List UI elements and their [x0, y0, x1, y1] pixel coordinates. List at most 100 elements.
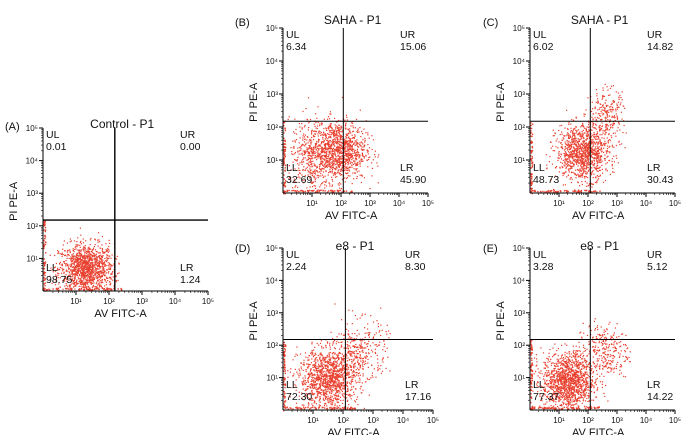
scatter-point [337, 150, 339, 152]
scatter-point [95, 257, 97, 259]
scatter-point [320, 153, 322, 155]
scatter-point [607, 155, 609, 157]
scatter-point [564, 162, 566, 164]
scatter-point [76, 241, 78, 243]
scatter-point [597, 142, 599, 144]
scatter-point [76, 255, 78, 257]
scatter-point [368, 158, 370, 161]
scatter-point [102, 274, 105, 276]
flow-panel: (D) e8 - P110¹10¹10²10²10³10³10⁴10⁴10⁵10⁵… [235, 239, 439, 435]
scatter-point [354, 160, 356, 162]
scatter-point [314, 171, 316, 173]
scatter-point [308, 148, 310, 150]
scatter-point [103, 271, 105, 274]
scatter-point [315, 165, 317, 167]
scatter-point [596, 152, 598, 154]
scatter-point [77, 255, 79, 257]
scatter-point [588, 141, 590, 144]
scatter-point [92, 280, 94, 282]
scatter-point [599, 169, 601, 172]
scatter-point [74, 268, 76, 271]
scatter-point [65, 283, 67, 285]
scatter-point [583, 160, 585, 162]
scatter-point [356, 171, 358, 173]
scatter-point [314, 143, 317, 145]
scatter-point [43, 224, 46, 226]
scatter-point [349, 145, 351, 147]
scatter-point [587, 134, 589, 136]
scatter-point [82, 283, 84, 285]
scatter-point [99, 277, 101, 279]
scatter-point [69, 274, 71, 276]
scatter-point [568, 152, 571, 154]
x-tick-label: 10² [335, 199, 347, 208]
scatter-point [347, 128, 349, 130]
scatter-point [316, 190, 318, 192]
scatter-point [607, 139, 609, 141]
scatter-point [566, 158, 568, 160]
scatter-point [102, 281, 104, 284]
scatter-point [356, 139, 358, 141]
scatter-point [615, 91, 617, 93]
scatter-point [306, 187, 308, 189]
scatter-point [316, 167, 318, 169]
scatter-point [616, 106, 618, 109]
scatter-point [308, 127, 310, 129]
scatter-point [592, 170, 594, 172]
scatter-point [319, 133, 321, 135]
scatter-point [44, 288, 46, 290]
scatter-point [580, 166, 582, 168]
scatter-point [362, 154, 364, 156]
scatter-point [558, 154, 560, 156]
scatter-point [578, 154, 580, 156]
scatter-point [568, 169, 570, 172]
scatter-point [355, 369, 357, 371]
scatter-point [308, 404, 310, 406]
scatter-point [298, 164, 300, 166]
scatter-point [359, 143, 361, 146]
scatter-point [611, 123, 613, 125]
scatter-point [566, 134, 568, 136]
scatter-point [354, 158, 356, 160]
scatter-point [611, 108, 613, 110]
scatter-point [301, 190, 304, 192]
scatter-point [326, 161, 328, 163]
scatter-point [321, 141, 323, 143]
scatter-point [582, 135, 584, 137]
scatter-point [337, 146, 339, 148]
scatter-point [346, 119, 348, 121]
scatter-point [341, 174, 343, 176]
scatter-point [72, 269, 74, 271]
scatter-point [305, 142, 307, 144]
scatter-point [82, 285, 84, 287]
scatter-point [340, 174, 342, 176]
scatter-point [374, 156, 376, 158]
scatter-point [295, 139, 298, 141]
scatter-point [596, 135, 598, 137]
scatter-point [330, 124, 332, 127]
scatter-point [573, 133, 575, 135]
scatter-point [62, 280, 64, 282]
scatter-point [356, 131, 358, 133]
scatter-point [88, 261, 90, 263]
scatter-point [355, 168, 357, 170]
scatter-point [344, 143, 346, 145]
scatter-point [70, 283, 72, 286]
scatter-point [100, 254, 102, 256]
scatter-point [346, 166, 348, 168]
scatter-point [309, 146, 311, 148]
scatter-point [80, 250, 82, 253]
scatter-point [77, 271, 79, 273]
scatter-point [331, 133, 333, 135]
scatter-point [594, 154, 596, 156]
scatter-point [530, 132, 532, 135]
quadrant-value-ul: 0.01 [46, 141, 67, 153]
scatter-point [604, 117, 606, 119]
scatter-point [553, 135, 555, 137]
scatter-point [82, 276, 84, 278]
scatter-point [572, 153, 574, 155]
scatter-point [56, 269, 58, 271]
scatter-point [318, 167, 320, 169]
scatter-point [44, 277, 46, 280]
scatter-point [76, 266, 78, 268]
